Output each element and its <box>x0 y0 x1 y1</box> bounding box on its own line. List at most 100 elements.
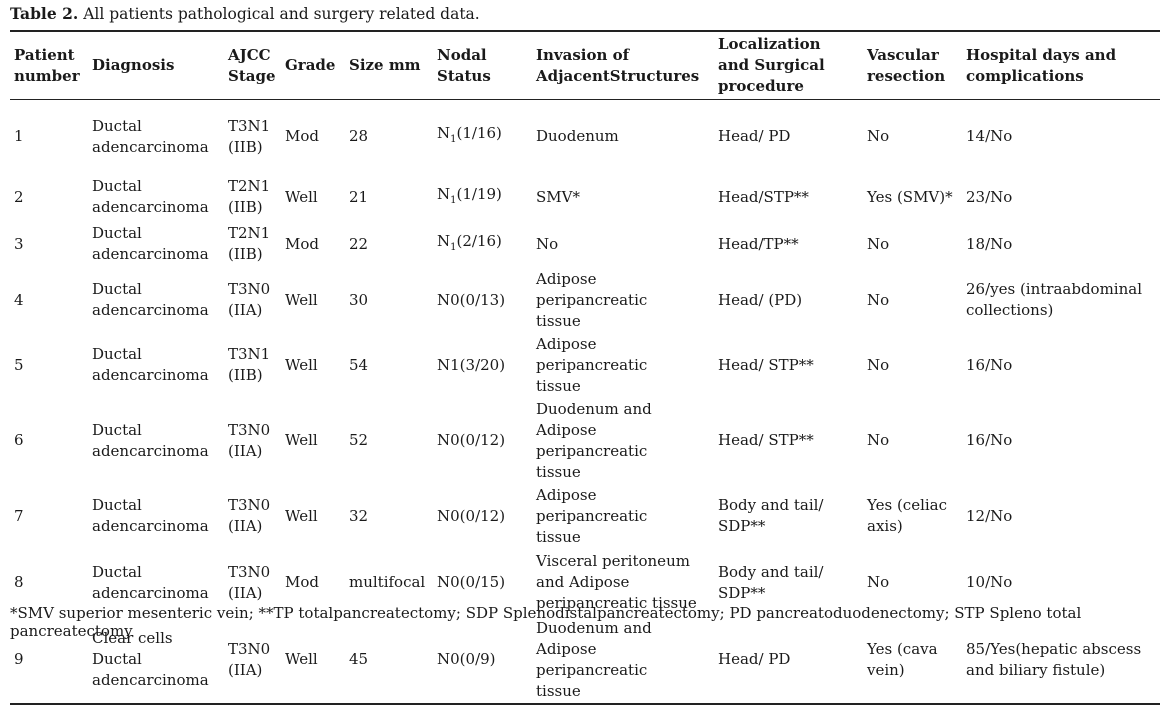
cell-vascular-resection: No <box>863 221 962 268</box>
caption-label: Table 2. <box>10 4 79 23</box>
cell-invasion: Duodenum <box>532 100 714 174</box>
cell-line: Ductal <box>92 280 142 298</box>
cell-diagnosis: Ductal adencarcinoma <box>88 268 224 333</box>
cell-nodal-status: N1(2/16) <box>433 221 532 268</box>
cell-line: Ductal <box>92 177 142 195</box>
cell-line: adencarcinoma <box>92 583 209 602</box>
table-row: 8 Ductal adencarcinoma T3N0 (IIA) Mod multifoc… <box>10 549 1160 617</box>
cell-procedure: Head/TP** <box>714 221 863 268</box>
header-line: and Surgical <box>718 56 825 74</box>
cell-ajcc-stage: T3N0 (IIA) <box>224 398 281 484</box>
cell-line: Ductal <box>92 496 142 514</box>
header-line: AdjacentStructures <box>536 66 700 85</box>
cell-invasion: No <box>532 221 714 268</box>
cell-size: 28 <box>349 127 369 146</box>
cell-line: SDP** <box>718 517 766 535</box>
cell-line: Adipose peripancreatic <box>536 269 648 309</box>
cell-ajcc-stage: T3N1 (IIB) <box>224 100 281 174</box>
cell-line: (IIB) <box>228 137 263 156</box>
cell-line: Ductal <box>92 420 142 439</box>
cell-ajcc-stage: T2N1 (IIB) <box>224 221 281 268</box>
cell-size: 22 <box>349 234 369 253</box>
nodal-pre: N <box>437 231 451 250</box>
cell-line: 14/No <box>966 127 1013 146</box>
cell-patient-number: 3 <box>14 234 24 253</box>
nodal-post: (1/19) <box>456 184 502 203</box>
cell-diagnosis: Ductal adencarcinoma <box>88 333 224 398</box>
cell-hospital-days: 10/No <box>962 549 1160 617</box>
cell-line: (IIA) <box>228 301 263 319</box>
cell-line: T3N0 <box>228 280 271 298</box>
cell-line: T3N0 <box>228 420 271 439</box>
header-line: Nodal <box>437 45 487 64</box>
cell-line: Head/ PD <box>718 127 791 146</box>
header-line: complications <box>966 66 1084 85</box>
cell-line: T2N1 <box>228 177 271 195</box>
cell-diagnosis: Ductal adencarcinoma <box>88 221 224 268</box>
cell-line: (IIB) <box>228 198 263 216</box>
table-footnote: *SMV superior mesenteric vein; **TP tota… <box>10 604 1082 640</box>
table-caption: Table 2. All patients pathological and s… <box>10 4 480 23</box>
cell-line: 16/No <box>966 431 1013 449</box>
header-line: procedure <box>718 77 804 95</box>
nodal-post: (2/16) <box>456 231 502 250</box>
cell-vascular-resection: Yes (SMV)* <box>863 174 962 221</box>
cell-hospital-days: 14/No <box>962 100 1160 174</box>
cell-line: 85/Yes(hepatic abscess <box>966 639 1142 658</box>
cell-line: T3N0 <box>228 639 271 658</box>
header-line: Stage <box>228 66 276 85</box>
cell-hospital-days: 16/No <box>962 333 1160 398</box>
cell-vascular-resection: No <box>863 100 962 174</box>
table-row: 3 Ductal adencarcinoma T2N1 (IIB) Mod 22 N1(2/1… <box>10 221 1160 268</box>
cell-line: Yes (cava <box>867 639 938 658</box>
cell-line: T3N0 <box>228 496 271 514</box>
cell-line: Head/ (PD) <box>718 290 803 309</box>
cell-line: Adipose peripancreatic <box>536 420 648 460</box>
cell-ajcc-stage: T3N0 (IIA) <box>224 549 281 617</box>
cell-invasion: SMV* <box>532 174 714 221</box>
header-row: Patient number Diagnosis AJCC Stage Grade Size… <box>10 31 1160 100</box>
cell-vascular-resection: No <box>863 268 962 333</box>
cell-line: adencarcinoma <box>92 301 209 319</box>
cell-line: adencarcinoma <box>92 198 209 216</box>
cell-line: No <box>867 234 890 253</box>
cell-diagnosis: Ductal adencarcinoma <box>88 100 224 174</box>
header-grade: Grade <box>281 31 345 100</box>
nodal-pre: N0(0/12) <box>437 506 506 525</box>
cell-line: adencarcinoma <box>92 137 209 156</box>
header-line: Invasion of <box>536 45 630 64</box>
cell-procedure: Body and tail/SDP** <box>714 484 863 549</box>
cell-invasion: Adipose peripancreatic tissue <box>532 333 714 398</box>
cell-line: Duodenum and <box>536 399 652 418</box>
nodal-pre: N0(0/12) <box>437 431 506 449</box>
header-line: Patient <box>14 45 75 64</box>
cell-line: 16/No <box>966 355 1013 374</box>
cell-vascular-resection: No <box>863 333 962 398</box>
caption-text: All patients pathological and surgery re… <box>78 5 480 23</box>
table-row: 1 Ductal adencarcinoma T3N1 (IIB) Mod 28 N1(1/1… <box>10 100 1160 174</box>
cell-line: adencarcinoma <box>92 366 209 384</box>
cell-line: vein) <box>867 660 905 679</box>
cell-line: and Adipose <box>536 573 630 591</box>
cell-line: 12/No <box>966 506 1013 525</box>
header-line: AJCC <box>228 45 271 64</box>
cell-line: tissue <box>536 311 581 330</box>
cell-line: Yes (SMV)* <box>867 187 953 206</box>
cell-line: (IIB) <box>228 245 263 263</box>
header-line: resection <box>867 66 946 85</box>
cell-nodal-status: N1(1/19) <box>433 174 532 221</box>
header-procedure: Localization and Surgical procedure <box>714 31 863 100</box>
table-row: 4 Ductal adencarcinoma T3N0 (IIA) Well 30 N0(0/… <box>10 268 1160 333</box>
cell-line: tissue <box>536 462 581 481</box>
nodal-pre: N0(0/9) <box>437 650 496 668</box>
nodal-pre: N0(0/13) <box>437 290 506 309</box>
header-line: Status <box>437 66 491 85</box>
cell-size: 54 <box>349 355 369 374</box>
cell-line: Ductal <box>92 345 142 363</box>
cell-line: Head/ PD <box>718 650 791 668</box>
cell-line: Yes (celiac <box>867 496 948 514</box>
cell-size: 32 <box>349 506 369 525</box>
cell-patient-number: 2 <box>14 187 24 206</box>
cell-line: axis) <box>867 517 903 535</box>
cell-procedure: Head/ (PD) <box>714 268 863 333</box>
